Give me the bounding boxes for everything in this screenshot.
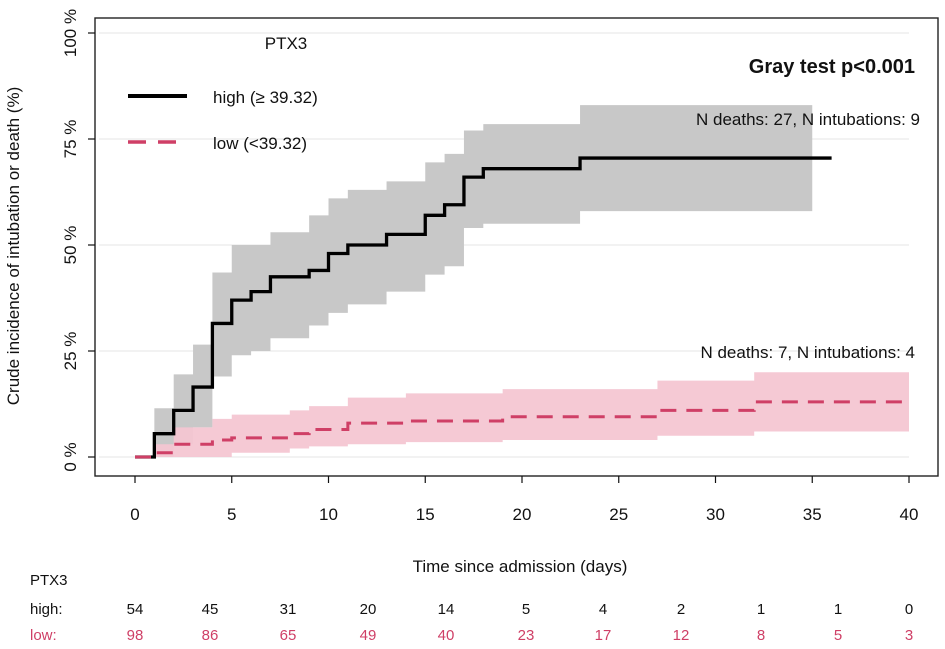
y-tick-label-75: 75 %	[61, 120, 80, 159]
x-axis-label: Time since admission (days)	[413, 557, 628, 576]
risk-table-high-label: high:	[30, 601, 63, 618]
x-tick-label-30: 30	[706, 505, 725, 524]
risk-table-low-value-0: 98	[127, 627, 144, 644]
x-tick-label-0: 0	[130, 505, 139, 524]
risk-table-low-label: low:	[30, 627, 57, 644]
legend-title: PTX3	[265, 34, 308, 53]
high-confidence-band	[154, 105, 813, 457]
x-tick-label-35: 35	[803, 505, 822, 524]
y-tick-label-100: 100 %	[61, 9, 80, 57]
risk-table-low-value-2: 65	[280, 627, 297, 644]
axes-layer: 0 % 25 % 50 % 75 % 100 % 0 5 10 15 20 25 30 35 40	[61, 9, 918, 524]
risk-table-low-value-4: 40	[438, 627, 455, 644]
risk-table-high-value-4: 14	[438, 601, 455, 618]
y-tick-label-50: 50 %	[61, 226, 80, 265]
legend-low-label: low (<39.32)	[213, 134, 307, 153]
x-tick-label-40: 40	[900, 505, 919, 524]
risk-table-values-layer: 54 45 31 20 14 5 4 2 1 1 098 86 65 49 40 23 17 12 8 5 3	[127, 601, 914, 644]
risk-table-high-value-1: 45	[202, 601, 219, 618]
y-tick-label-0: 0 %	[61, 442, 80, 471]
y-axis-label: Crude incidence of intubation or death (…	[4, 87, 23, 405]
risk-table-low-value-9: 5	[834, 627, 842, 644]
risk-table-low-value-5: 23	[518, 627, 535, 644]
plot-frame	[94, 17, 939, 477]
annotation-low-events: N deaths: 7, N intubations: 4	[700, 343, 915, 362]
high-series-line	[135, 156, 832, 459]
annotation-high-events: N deaths: 27, N intubations: 9	[696, 110, 920, 129]
risk-table-high-value-8: 1	[757, 601, 765, 618]
x-tick-label-10: 10	[319, 505, 338, 524]
risk-table-low-value-8: 8	[757, 627, 765, 644]
confidence-band-layer	[154, 105, 910, 457]
x-tick-label-25: 25	[609, 505, 628, 524]
risk-table-low-value-6: 17	[595, 627, 612, 644]
x-tick-label-5: 5	[227, 505, 236, 524]
risk-table-title: PTX3	[30, 572, 68, 589]
risk-table-high-value-5: 5	[522, 601, 530, 618]
risk-table-high-value-0: 54	[127, 601, 144, 618]
low-confidence-band	[154, 372, 910, 457]
risk-table-low-value-3: 49	[360, 627, 377, 644]
series-line-layer	[135, 156, 909, 459]
risk-table-high-value-6: 4	[599, 601, 607, 618]
risk-table-high-value-3: 20	[360, 601, 377, 618]
risk-table-high-value-2: 31	[280, 601, 297, 618]
x-tick-label-20: 20	[513, 505, 532, 524]
y-tick-label-25: 25 %	[61, 332, 80, 371]
risk-table-low-value-10: 3	[905, 627, 913, 644]
risk-table-low-value-7: 12	[673, 627, 690, 644]
x-tick-label-15: 15	[416, 505, 435, 524]
risk-table-low-value-1: 86	[202, 627, 219, 644]
chart-title: Gray test p<0.001	[749, 56, 915, 78]
risk-table-high-value-9: 1	[834, 601, 842, 618]
risk-table-high-value-10: 0	[905, 601, 913, 618]
risk-table-high-value-7: 2	[677, 601, 685, 618]
legend-high-label: high (≥ 39.32)	[213, 88, 318, 107]
